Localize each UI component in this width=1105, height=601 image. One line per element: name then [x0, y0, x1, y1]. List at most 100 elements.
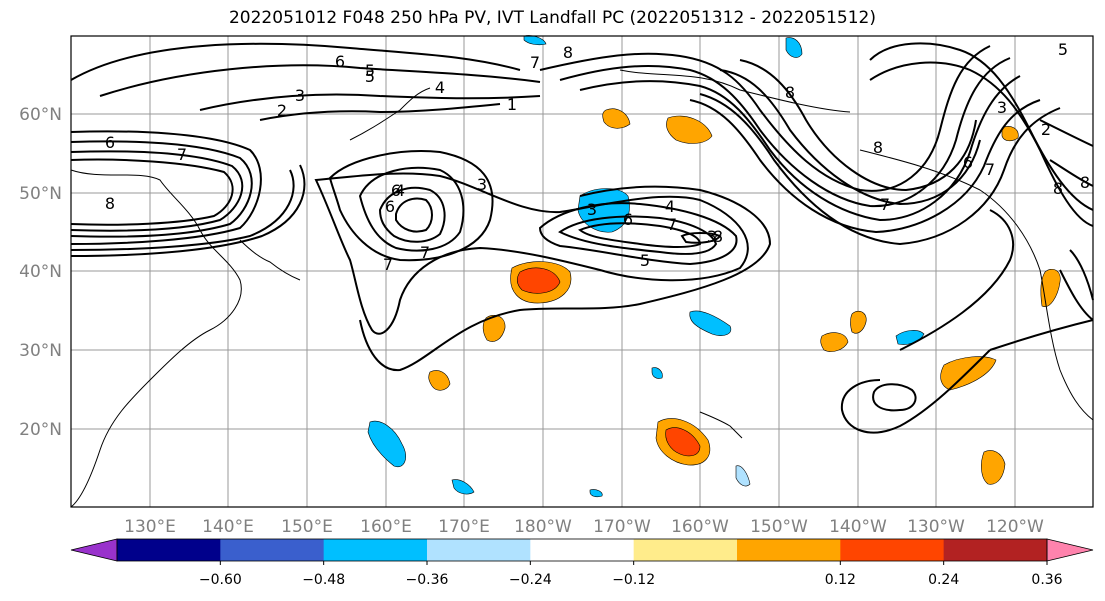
- contour-label: 3: [997, 98, 1007, 117]
- lon-label: 140°W: [829, 517, 887, 537]
- colorbar-cell: [737, 539, 841, 561]
- negative-anomaly: [367, 420, 406, 468]
- contour-label: 8: [873, 138, 883, 157]
- colorbar-cell: [427, 539, 531, 561]
- colorbar-cell: [117, 539, 221, 561]
- lat-labels: 60°N 50°N 40°N 30°N 20°N: [19, 105, 62, 440]
- contour-label: 8: [713, 227, 723, 246]
- positive-anomaly-core: [665, 427, 701, 457]
- contour-label: 7: [985, 160, 995, 179]
- negative-anomaly: [785, 37, 803, 58]
- negative-anomaly: [651, 367, 663, 379]
- contour-label: 4: [665, 197, 675, 216]
- lon-label: 140°E: [202, 517, 254, 537]
- contour-label: 8: [1080, 173, 1090, 192]
- contour-label: 4: [395, 181, 405, 200]
- lon-labels: 130°E 140°E 150°E 160°E 170°E 180°W 170°…: [124, 517, 1044, 537]
- lon-label: 120°W: [986, 517, 1044, 537]
- lat-label: 40°N: [19, 262, 62, 282]
- negative-anomaly: [689, 310, 732, 336]
- contour-label: 6: [385, 197, 395, 216]
- negative-anomaly: [589, 489, 603, 498]
- lat-label: 30°N: [19, 341, 62, 361]
- colorbar-tick-label: −0.60: [199, 572, 242, 588]
- contour-label: 3: [707, 227, 717, 246]
- contour-label: 8: [105, 194, 115, 213]
- contour-label: 4: [435, 78, 445, 97]
- colorbar-tick-label: −0.36: [406, 572, 449, 588]
- lat-lon-grid: [71, 36, 1093, 507]
- contour-label: 3: [587, 200, 597, 219]
- lat-label: 60°N: [19, 105, 62, 125]
- contour-label: 5: [365, 61, 375, 80]
- contour-label: 7: [667, 215, 677, 234]
- contour-label: 2: [1041, 120, 1051, 139]
- contour-label: 8: [563, 43, 573, 62]
- contour-label: 7: [530, 53, 540, 72]
- contour-labels: 6 5 3 2 4 1 7 8 6 7 8 8 6 8 7 3 2 6 7 4 …: [105, 40, 1090, 274]
- positive-anomaly: [820, 332, 849, 352]
- coastlines: [70, 69, 1094, 508]
- contour-label: 6: [623, 210, 633, 229]
- colorbar-tick-label: −0.12: [612, 572, 655, 588]
- asia-coast: [70, 169, 242, 508]
- contour-label: 7: [880, 195, 890, 214]
- lon-label: 130°W: [907, 517, 965, 537]
- contour-label: 7: [420, 243, 430, 262]
- contour-label: 7: [177, 145, 187, 164]
- lat-label: 50°N: [19, 184, 62, 204]
- contour-label: 6: [963, 153, 973, 172]
- positive-anomaly: [482, 315, 506, 342]
- contour-label: 5: [1058, 40, 1068, 59]
- negative-anomaly: [577, 188, 630, 233]
- contour-label: 1: [507, 95, 517, 114]
- contour-label: 8: [1053, 179, 1063, 198]
- ivt-shading: [367, 35, 1061, 498]
- colorbar-tick-label: 0.36: [1031, 572, 1062, 588]
- positive-anomaly: [428, 370, 451, 391]
- lon-label: 160°W: [671, 517, 729, 537]
- contour-label: 5: [640, 251, 650, 270]
- colorbar-cell: [323, 539, 428, 561]
- positive-anomaly: [1040, 269, 1061, 307]
- colorbar-frame: [116, 538, 1048, 562]
- colorbar-cell: [220, 539, 325, 561]
- colorbar-extend-high: [1046, 538, 1094, 562]
- na-coast: [859, 149, 1094, 421]
- positive-anomaly: [1001, 126, 1019, 142]
- contour-label: 2: [277, 101, 287, 120]
- colorbar-tick-label: 0.24: [928, 572, 959, 588]
- colorbar-cell: [633, 539, 738, 561]
- contour-label: 6: [105, 133, 115, 152]
- positive-anomaly: [666, 115, 713, 144]
- lon-label: 170°W: [593, 517, 651, 537]
- contour-label: 7: [383, 255, 393, 274]
- lat-label: 20°N: [19, 420, 62, 440]
- lon-label: 180°W: [514, 517, 572, 537]
- japan-coast: [239, 239, 301, 281]
- colorbar-tick-label: −0.24: [509, 572, 552, 588]
- contour-label: 3: [477, 175, 487, 194]
- positive-anomaly: [850, 310, 867, 334]
- contour-label: 8: [785, 83, 795, 102]
- colorbar: −0.60−0.48−0.36−0.24−0.120.120.240.360.4…: [70, 538, 1094, 588]
- lon-label: 130°E: [124, 517, 176, 537]
- contour-label: 3: [295, 86, 305, 105]
- lon-label: 150°E: [281, 517, 333, 537]
- colorbar-tick-label: 0.12: [825, 572, 856, 588]
- positive-anomaly: [981, 450, 1006, 485]
- colorbar-extend-low: [70, 538, 118, 562]
- colorbar-cell: [840, 539, 945, 561]
- lon-label: 160°E: [360, 517, 412, 537]
- alaska-coast: [619, 69, 851, 113]
- map-title: 2022051012 F048 250 hPa PV, IVT Landfall…: [228, 8, 876, 28]
- kamchatka-coast: [349, 87, 431, 141]
- negative-anomaly: [451, 479, 475, 495]
- hawaii-islands: [699, 411, 743, 439]
- positive-anomaly-core: [516, 267, 561, 294]
- colorbar-tick-label: −0.48: [302, 572, 345, 588]
- pv-contours: [70, 42, 1094, 434]
- colorbar-cell: [943, 539, 1048, 561]
- positive-anomaly: [602, 108, 631, 129]
